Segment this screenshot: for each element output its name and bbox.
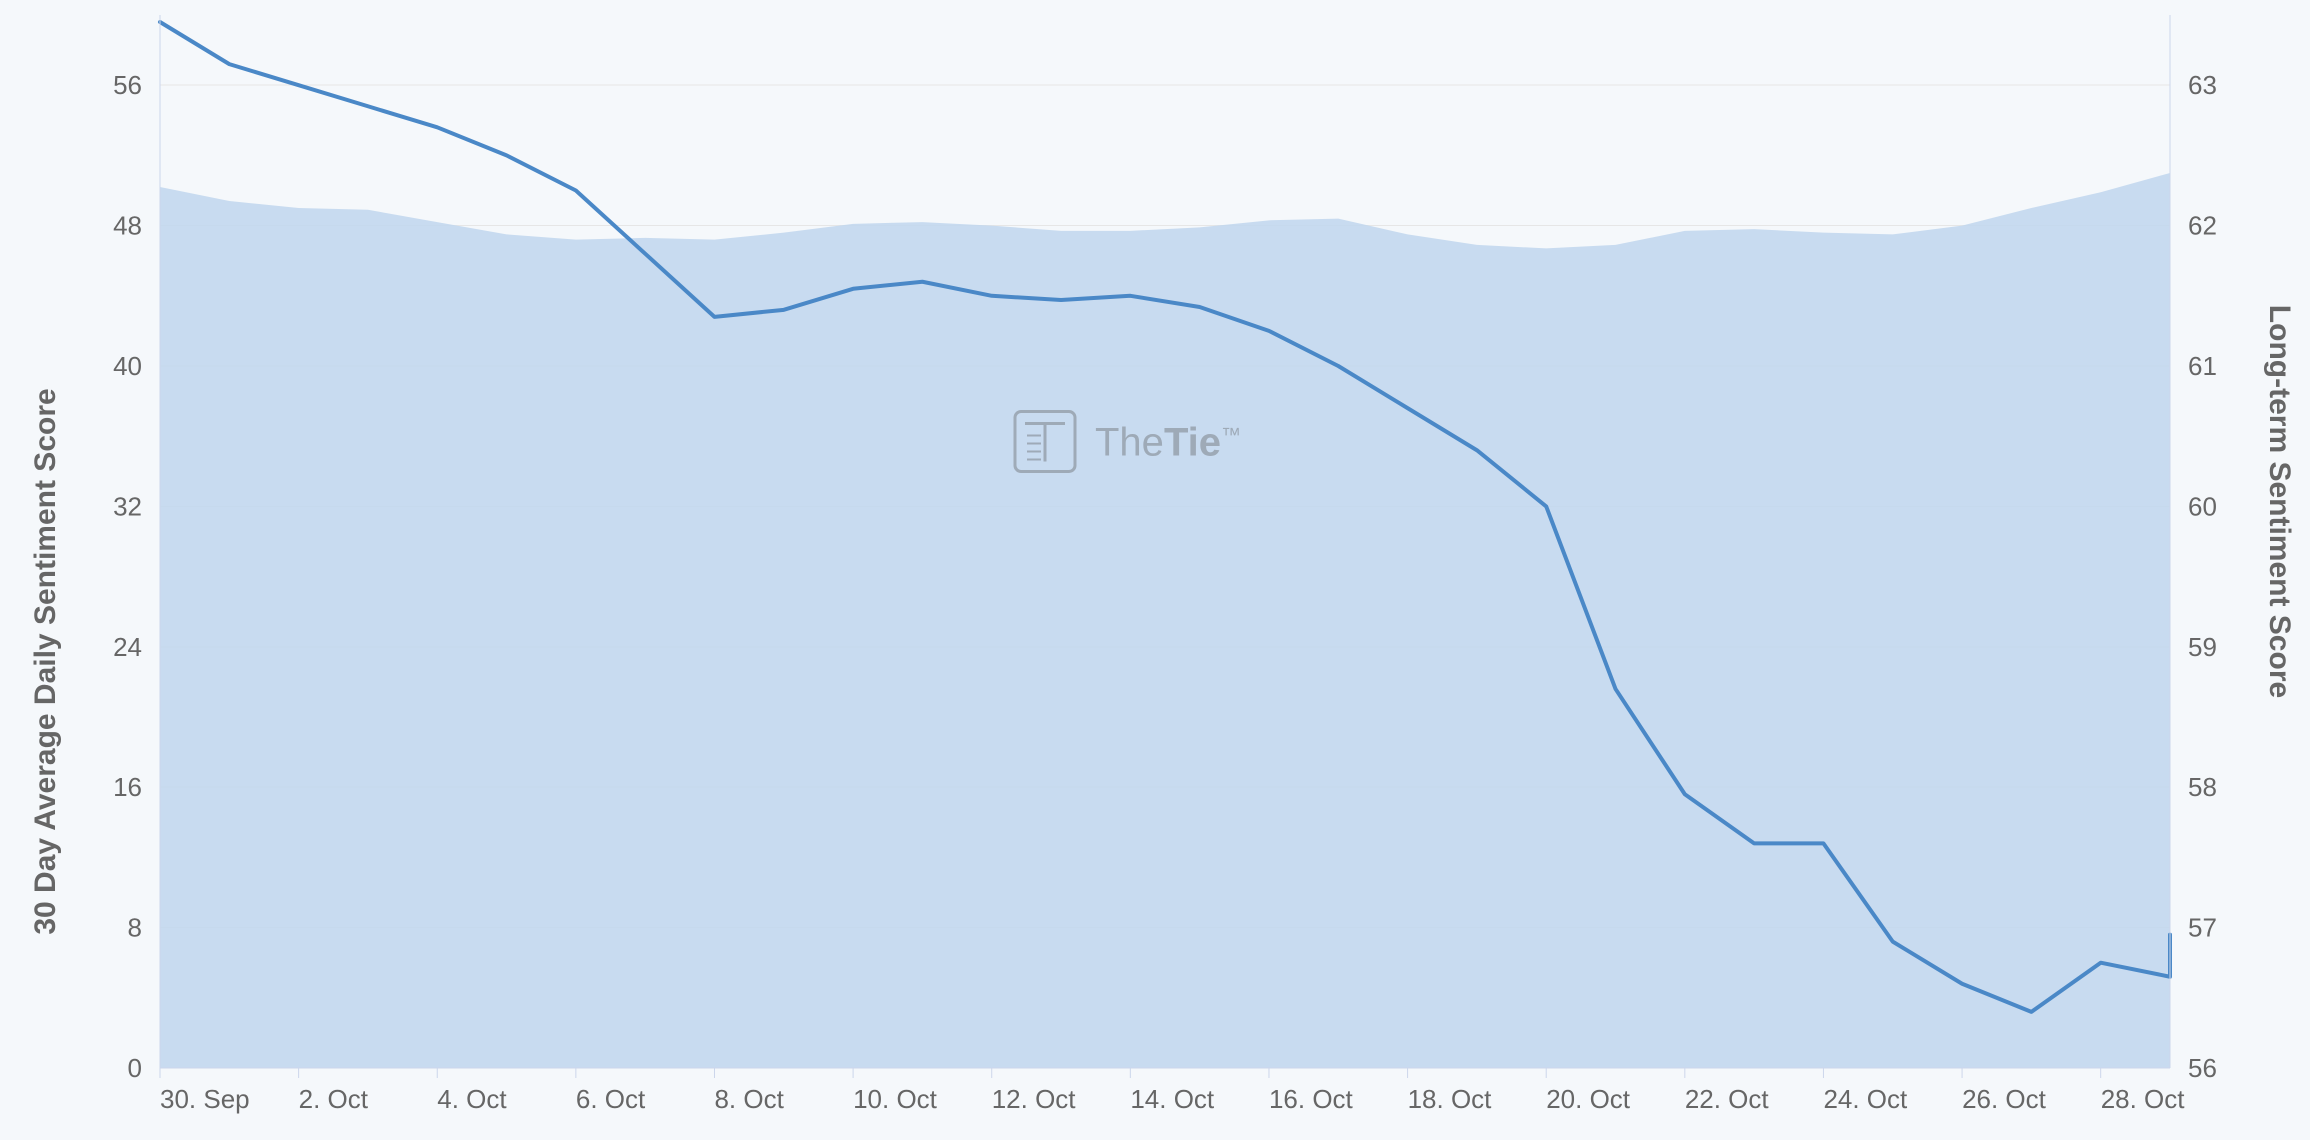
x-tick-label: 12. Oct xyxy=(992,1084,1077,1114)
chart-svg: TheTie™ 0 8 16 24 32 40 48 56 56 57 58 59 60 61 62 63 30.… xyxy=(0,0,2310,1140)
y-right-tick-label: 60 xyxy=(2188,491,2217,521)
x-tick-label: 8. Oct xyxy=(714,1084,784,1114)
x-tick-label: 30. Sep xyxy=(160,1084,250,1114)
x-tick-label: 26. Oct xyxy=(1962,1084,2047,1114)
x-tick-label: 24. Oct xyxy=(1823,1084,1908,1114)
y-left-tick-label: 0 xyxy=(128,1053,142,1083)
x-tick-label: 6. Oct xyxy=(576,1084,646,1114)
y-right-tick-label: 62 xyxy=(2188,211,2217,241)
y-right-tick-label: 59 xyxy=(2188,632,2217,662)
x-tick-label: 2. Oct xyxy=(299,1084,369,1114)
y-right-tick-label: 63 xyxy=(2188,70,2217,100)
x-tick-label: 18. Oct xyxy=(1408,1084,1493,1114)
watermark-text: TheTie™ xyxy=(1095,421,1241,465)
y-left-tick-label: 56 xyxy=(113,70,142,100)
y-left-axis-title: 30 Day Average Daily Sentiment Score xyxy=(29,388,62,934)
y-right-tick-label: 58 xyxy=(2188,772,2217,802)
y-left-tick-label: 32 xyxy=(113,491,142,521)
y-left-tick-label: 8 xyxy=(128,913,142,943)
x-tick-label: 4. Oct xyxy=(437,1084,507,1114)
y-left-tick-label: 40 xyxy=(113,351,142,381)
x-tick-label: 22. Oct xyxy=(1685,1084,1770,1114)
y-left-tick-label: 48 xyxy=(113,211,142,241)
x-tick-label: 16. Oct xyxy=(1269,1084,1354,1114)
area-series-30day-avg xyxy=(160,173,2170,1068)
y-right-axis-title: Long-term Sentiment Score xyxy=(2263,305,2296,698)
x-tick-label: 10. Oct xyxy=(853,1084,938,1114)
y-right-tick-label: 61 xyxy=(2188,351,2217,381)
y-left-tick-label: 16 xyxy=(113,772,142,802)
y-left-tick-label: 24 xyxy=(113,632,142,662)
sentiment-chart: TheTie™ 0 8 16 24 32 40 48 56 56 57 58 59 60 61 62 63 30.… xyxy=(0,0,2310,1140)
y-right-tick-label: 56 xyxy=(2188,1053,2217,1083)
x-tick-label: 28. Oct xyxy=(2101,1084,2186,1114)
y-right-tick-label: 57 xyxy=(2188,913,2217,943)
x-tick-label: 14. Oct xyxy=(1130,1084,1215,1114)
x-tick-label: 20. Oct xyxy=(1546,1084,1631,1114)
